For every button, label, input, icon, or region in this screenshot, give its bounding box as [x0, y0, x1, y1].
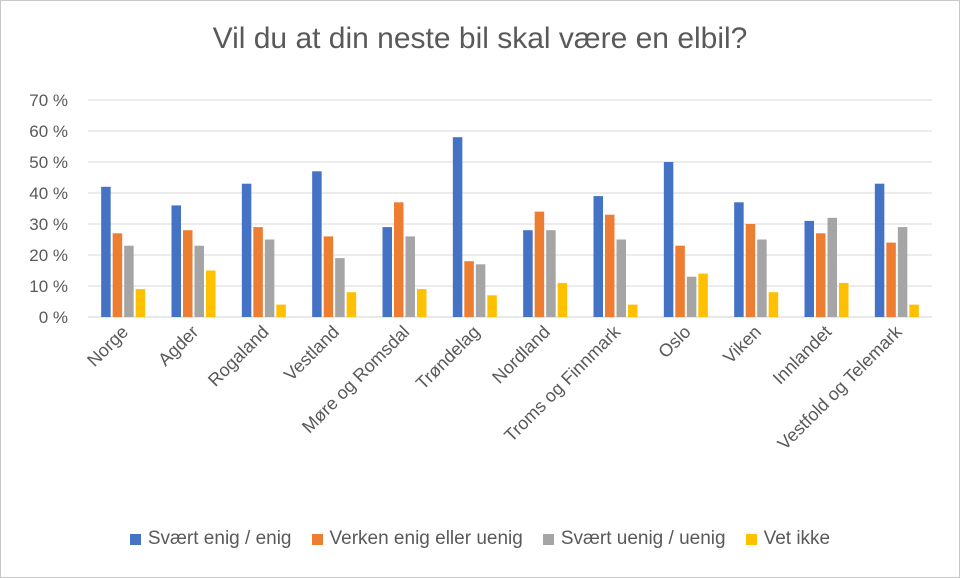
bar: [768, 292, 779, 317]
bar: [757, 239, 767, 317]
bar: [663, 162, 674, 317]
x-category-label: Oslo: [654, 322, 694, 362]
legend-swatch: [745, 533, 757, 545]
x-category-label: Innlandet: [769, 322, 836, 389]
y-tick-label: 20 %: [29, 246, 68, 265]
bar: [264, 239, 275, 317]
y-tick-label: 70 %: [29, 91, 68, 110]
bar: [675, 245, 685, 317]
bar: [897, 227, 908, 317]
bar: [253, 227, 263, 317]
x-category-label: Viken: [719, 322, 765, 368]
bar: [171, 205, 181, 317]
bar: [816, 233, 826, 317]
bar: [546, 230, 556, 317]
x-category-label: Troms og Finnmark: [500, 321, 625, 446]
legend-label: Vet ikke: [763, 528, 831, 549]
bar: [909, 304, 919, 317]
chart-title: Vil du at din neste bil skal være en elb…: [212, 22, 748, 55]
x-category-label: Norge: [83, 322, 132, 371]
bar: [112, 233, 123, 317]
bar: [206, 270, 216, 317]
y-tick-label: 10 %: [29, 277, 68, 296]
y-tick-label: 40 %: [29, 184, 68, 203]
bar: [382, 227, 392, 317]
bar: [464, 261, 474, 317]
bar: [804, 220, 814, 317]
legend-swatch: [311, 533, 323, 545]
x-category-label: Vestland: [280, 322, 343, 385]
bar: [346, 292, 357, 317]
legend-swatch: [129, 533, 141, 545]
bar: [417, 289, 427, 317]
bar: [323, 236, 334, 317]
x-category-label: Agder: [154, 322, 202, 370]
bar: [745, 224, 756, 317]
legend-swatch: [542, 533, 554, 545]
x-category-label: Vestfold og Telemark: [774, 321, 907, 454]
chart-legend: Svært enig / enig Verken enig eller uenig…: [0, 528, 960, 550]
bar: [276, 304, 286, 317]
bar: [183, 230, 193, 317]
legend-label: Svært enig / enig: [147, 528, 292, 549]
bar: [394, 202, 404, 317]
bar: [523, 230, 533, 317]
bar: [557, 282, 568, 317]
bar: [839, 282, 849, 317]
legend-label: Svært uenig / uenig: [560, 528, 726, 549]
bar: [135, 289, 146, 317]
bar: [593, 196, 603, 317]
x-category-label: Trøndelag: [412, 322, 484, 394]
bar: [405, 236, 415, 317]
y-tick-label: 30 %: [29, 215, 68, 234]
legend-item: Svært uenig / uenig: [542, 528, 726, 550]
bar: [534, 211, 545, 317]
bar: [628, 304, 638, 317]
bar: [335, 258, 345, 317]
legend-label: Verken enig eller uenig: [329, 528, 523, 549]
x-category-label: Nordland: [488, 322, 554, 388]
bar: [194, 245, 204, 317]
bar: [241, 183, 252, 317]
legend-item: Vet ikke: [745, 528, 831, 550]
bar: [874, 183, 885, 317]
bar: [886, 242, 896, 317]
bar: [827, 217, 837, 317]
bar: [616, 239, 626, 317]
bar: [487, 295, 497, 317]
legend-item: Verken enig eller uenig: [311, 528, 523, 550]
bar: [605, 214, 615, 317]
bar: [475, 264, 486, 317]
bar: [124, 245, 134, 317]
bar: [698, 273, 708, 317]
x-category-label: Rogaland: [204, 322, 273, 391]
y-tick-label: 60 %: [29, 122, 68, 141]
legend-item: Svært enig / enig: [129, 528, 292, 550]
y-tick-label: 50 %: [29, 153, 68, 172]
bar: [452, 137, 463, 317]
bar: [312, 171, 322, 317]
y-tick-label: 0 %: [39, 308, 68, 327]
bar: [686, 276, 697, 317]
bar: [101, 186, 111, 317]
bar: [734, 202, 744, 317]
